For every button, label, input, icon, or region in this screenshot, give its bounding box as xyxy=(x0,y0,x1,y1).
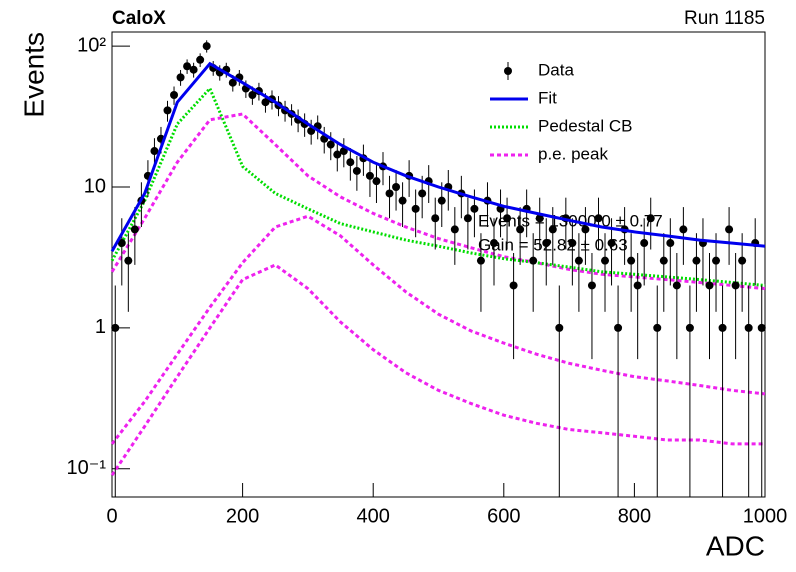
data-point xyxy=(326,140,335,149)
chart-subtitle: Run 1185 xyxy=(684,8,765,29)
data-point xyxy=(574,256,583,265)
data-point xyxy=(196,55,205,64)
data-point xyxy=(685,323,694,332)
data-point xyxy=(646,214,655,223)
legend-label: Pedestal CB xyxy=(538,116,633,135)
data-point xyxy=(176,73,185,82)
data-point xyxy=(150,147,159,156)
legend-label: Data xyxy=(538,60,574,79)
data-point xyxy=(503,214,512,223)
x-tick-label: 400 xyxy=(357,505,390,527)
y-tick-label: 10 xyxy=(84,175,106,197)
data-point xyxy=(117,239,126,248)
y-axis-label: Events xyxy=(18,32,49,118)
data-point xyxy=(692,256,701,265)
data-point xyxy=(509,281,518,290)
data-point xyxy=(365,171,374,180)
data-point xyxy=(516,225,525,234)
data-point xyxy=(627,256,636,265)
data-point xyxy=(535,214,544,223)
data-point xyxy=(392,183,401,192)
data-point xyxy=(725,225,734,234)
data-point xyxy=(653,323,662,332)
data-point xyxy=(450,225,459,234)
data-point xyxy=(718,323,727,332)
data-point xyxy=(738,256,747,265)
legend-label: Fit xyxy=(538,88,557,107)
y-tick-label: 1 xyxy=(95,316,106,338)
data-point xyxy=(587,281,596,290)
x-tick-label: 200 xyxy=(226,505,259,527)
data-point xyxy=(757,323,766,332)
data-point xyxy=(594,214,603,223)
data-point xyxy=(372,177,381,186)
curve xyxy=(110,263,765,477)
data-point xyxy=(411,204,420,213)
x-axis-label: ADC xyxy=(706,530,765,561)
legend-label: p.e. peak xyxy=(538,144,608,163)
data-point xyxy=(470,204,479,213)
data-point xyxy=(248,90,257,99)
data-point xyxy=(437,196,446,205)
data-point xyxy=(476,256,485,265)
data-point xyxy=(607,239,616,248)
data-point xyxy=(672,281,681,290)
data-point xyxy=(124,256,133,265)
x-tick-label: 600 xyxy=(487,505,520,527)
legend-swatch xyxy=(504,67,512,75)
data-point xyxy=(731,281,740,290)
x-tick-label: 1000 xyxy=(743,505,788,527)
data-point xyxy=(463,214,472,223)
data-point xyxy=(130,225,139,234)
data-point xyxy=(712,256,721,265)
data-point xyxy=(418,189,427,198)
data-point xyxy=(385,189,394,198)
data-point xyxy=(555,323,564,332)
data-point xyxy=(601,256,610,265)
curve xyxy=(110,85,766,287)
data-point xyxy=(183,62,192,71)
data-point xyxy=(398,196,407,205)
data-point xyxy=(548,225,557,234)
data-point xyxy=(490,239,499,248)
x-tick-label: 800 xyxy=(618,505,651,527)
data-point xyxy=(333,150,342,159)
y-tick-label: 10² xyxy=(77,34,106,56)
chart-title: CaloX xyxy=(112,8,166,29)
data-point xyxy=(568,239,577,248)
data-point xyxy=(261,98,270,107)
data-point xyxy=(744,323,753,332)
data-point xyxy=(542,239,551,248)
data-point xyxy=(163,106,172,115)
data-point xyxy=(529,256,538,265)
data-point xyxy=(189,65,198,74)
data-point xyxy=(705,281,714,290)
curve xyxy=(110,112,766,291)
data-point xyxy=(581,225,590,234)
data-point xyxy=(170,90,179,99)
data-point xyxy=(352,166,361,175)
plot-frame xyxy=(111,31,766,498)
curve xyxy=(110,214,766,445)
data-point xyxy=(640,239,649,248)
x-tick-label: 0 xyxy=(106,505,117,527)
data-point xyxy=(202,42,211,51)
data-point xyxy=(679,225,688,234)
data-point xyxy=(346,158,355,167)
data-point xyxy=(633,281,642,290)
data-point xyxy=(431,214,440,223)
data-point xyxy=(666,239,675,248)
data-point xyxy=(111,323,120,332)
data-point xyxy=(228,78,237,87)
y-tick-label: 10⁻¹ xyxy=(67,457,107,479)
curve xyxy=(110,61,766,252)
data-point xyxy=(659,256,668,265)
data-point xyxy=(614,323,623,332)
